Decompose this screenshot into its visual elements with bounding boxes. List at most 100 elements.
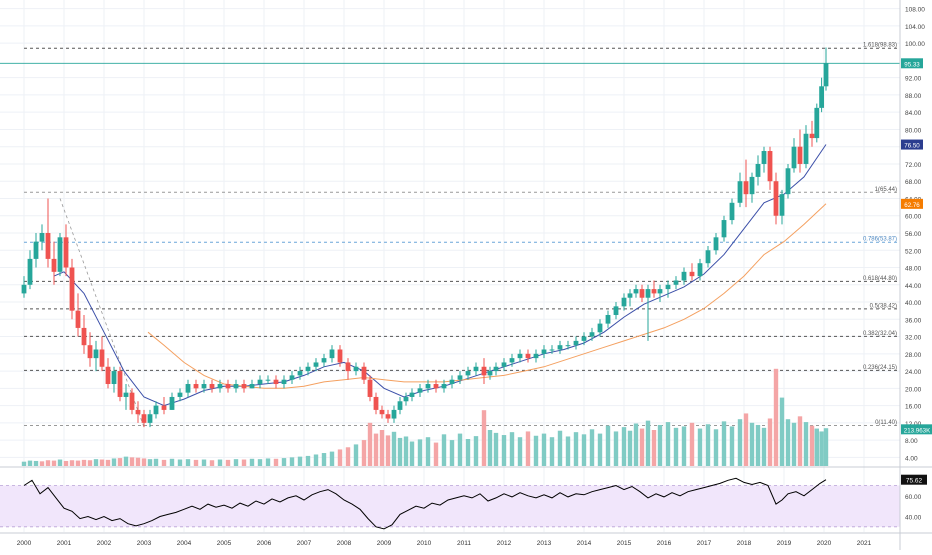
- candle[interactable]: [481, 358, 487, 385]
- candle[interactable]: [487, 366, 493, 380]
- candle[interactable]: [111, 366, 117, 393]
- candle[interactable]: [509, 353, 515, 367]
- candle[interactable]: [241, 379, 247, 393]
- candle[interactable]: [69, 258, 75, 320]
- candle[interactable]: [257, 375, 263, 389]
- candle[interactable]: [737, 172, 743, 208]
- candle[interactable]: [651, 280, 657, 298]
- candle[interactable]: [87, 332, 93, 367]
- candle[interactable]: [217, 379, 223, 393]
- candle[interactable]: [373, 392, 379, 415]
- candle[interactable]: [417, 384, 423, 397]
- candle[interactable]: [57, 233, 63, 277]
- candles[interactable]: [21, 47, 829, 428]
- candle[interactable]: [705, 245, 711, 268]
- candle[interactable]: [209, 379, 215, 393]
- candle[interactable]: [289, 371, 295, 385]
- candle[interactable]: [525, 349, 531, 363]
- candle[interactable]: [549, 345, 555, 354]
- candle[interactable]: [177, 388, 183, 402]
- candle[interactable]: [273, 375, 279, 389]
- candle[interactable]: [473, 362, 479, 376]
- candle[interactable]: [233, 379, 239, 393]
- candle[interactable]: [589, 327, 595, 341]
- candle[interactable]: [665, 280, 671, 298]
- candle[interactable]: [361, 362, 367, 385]
- candle[interactable]: [123, 384, 129, 410]
- candle[interactable]: [517, 349, 523, 363]
- candle[interactable]: [755, 155, 761, 186]
- candle[interactable]: [313, 358, 319, 372]
- candle[interactable]: [621, 293, 627, 311]
- candle[interactable]: [639, 284, 645, 303]
- candle[interactable]: [51, 241, 57, 285]
- candle[interactable]: [713, 233, 719, 255]
- candle[interactable]: [329, 345, 335, 363]
- candle[interactable]: [305, 362, 311, 376]
- candle[interactable]: [597, 319, 603, 337]
- candle[interactable]: [761, 146, 767, 173]
- candle[interactable]: [627, 289, 633, 307]
- candle[interactable]: [797, 129, 803, 173]
- candle[interactable]: [105, 358, 111, 389]
- candle[interactable]: [673, 276, 679, 290]
- candle[interactable]: [565, 340, 571, 350]
- candle[interactable]: [297, 366, 303, 380]
- candle[interactable]: [135, 401, 141, 423]
- candle[interactable]: [681, 267, 687, 285]
- candle[interactable]: [345, 358, 351, 380]
- candle[interactable]: [819, 77, 824, 113]
- candle[interactable]: [81, 314, 87, 354]
- candle[interactable]: [449, 375, 455, 389]
- candle[interactable]: [645, 284, 651, 341]
- candle[interactable]: [697, 258, 703, 281]
- candle[interactable]: [193, 379, 199, 393]
- candle[interactable]: [39, 224, 45, 251]
- rsi-panel[interactable]: 40.00 60.00 75.62: [0, 474, 927, 530]
- candle[interactable]: [633, 284, 639, 298]
- candle[interactable]: [493, 362, 499, 376]
- candle[interactable]: [391, 405, 397, 423]
- candle[interactable]: [773, 172, 779, 225]
- candle[interactable]: [457, 371, 463, 385]
- candle[interactable]: [33, 233, 39, 268]
- candle[interactable]: [729, 198, 735, 225]
- candle[interactable]: [749, 172, 755, 203]
- candle[interactable]: [809, 120, 815, 147]
- candle[interactable]: [657, 284, 663, 303]
- candle[interactable]: [465, 366, 471, 380]
- candle[interactable]: [397, 396, 403, 415]
- candle[interactable]: [367, 375, 373, 402]
- candle[interactable]: [581, 332, 587, 346]
- candle[interactable]: [433, 379, 439, 393]
- candle[interactable]: [385, 409, 391, 423]
- candle[interactable]: [425, 379, 431, 393]
- candle[interactable]: [721, 215, 727, 242]
- candle[interactable]: [99, 336, 105, 372]
- candle[interactable]: [403, 392, 409, 406]
- candle[interactable]: [161, 396, 167, 415]
- candle[interactable]: [21, 276, 27, 298]
- candle[interactable]: [129, 388, 135, 415]
- candle[interactable]: [147, 409, 153, 428]
- candle[interactable]: [779, 189, 785, 225]
- candle[interactable]: [409, 388, 415, 402]
- candle[interactable]: [743, 159, 749, 208]
- candle[interactable]: [169, 392, 175, 410]
- candle[interactable]: [153, 401, 159, 419]
- candle[interactable]: [541, 345, 547, 359]
- candle[interactable]: [201, 379, 207, 393]
- candle[interactable]: [93, 340, 99, 372]
- candle[interactable]: [27, 250, 33, 290]
- candle[interactable]: [573, 336, 579, 350]
- candle[interactable]: [281, 375, 287, 389]
- candle[interactable]: [141, 409, 147, 428]
- candle[interactable]: [441, 379, 447, 393]
- candle[interactable]: [785, 163, 791, 199]
- candle[interactable]: [265, 375, 271, 385]
- candle[interactable]: [613, 302, 619, 320]
- candle[interactable]: [557, 340, 563, 354]
- candle[interactable]: [75, 293, 81, 337]
